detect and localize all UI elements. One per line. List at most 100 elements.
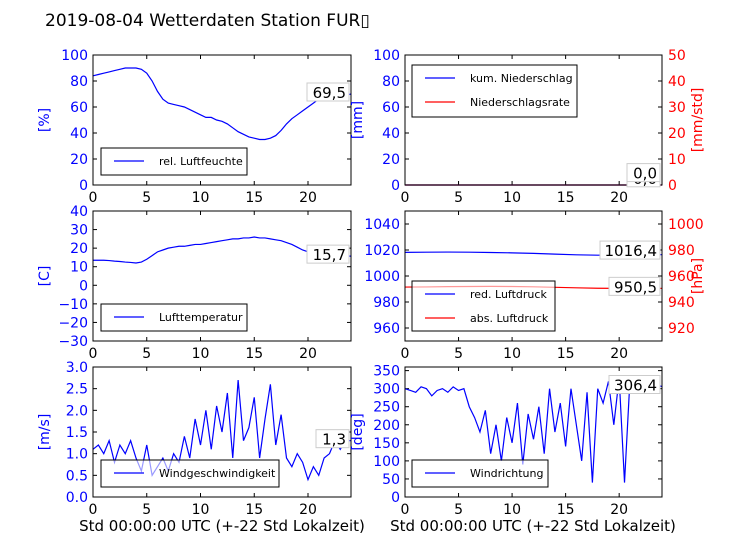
value-label-box	[306, 244, 350, 264]
y-tick-label: 960	[373, 321, 400, 337]
y-axis-label: [m/s]	[37, 414, 53, 451]
plot-frame	[404, 210, 663, 342]
y-tick-label: 0.5	[66, 468, 88, 484]
legend-box	[411, 459, 549, 488]
y-tick-label-right: 10	[668, 152, 686, 168]
panel-2: 0 5 10 15 20 0 20 40 60 80 100 0 10 20 30 40 50 [mm] [mm/s…	[350, 48, 706, 206]
value-label-2: 950,5	[614, 278, 657, 296]
y-tick-label-right: 920	[668, 321, 695, 337]
y-tick-label: 100	[61, 48, 88, 64]
panel-1: 0 5 10 15 20 0 20 40 60 80 100 [%] 69,5 rel. Luftfeuc…	[37, 48, 352, 206]
y-tick-label-right: 20	[668, 126, 686, 142]
plot-frame	[404, 366, 663, 498]
x-tick-label: 20	[610, 190, 628, 206]
x-tick-label: 15	[245, 502, 263, 518]
y-tick-label: 10	[70, 260, 88, 276]
x-tick-label: 5	[142, 190, 151, 206]
value-label-box	[315, 429, 350, 449]
legend-entry: Lufttemperatur	[159, 311, 243, 324]
y-tick-label: 1.0	[66, 447, 88, 463]
plot-frame	[92, 54, 352, 186]
x-tick-label: 0	[401, 190, 410, 206]
y-tick-label: 60	[382, 100, 400, 116]
y-axis-label-right: [hPa]	[690, 258, 706, 294]
x-tick-label: 15	[557, 190, 575, 206]
x-tick-label: 5	[454, 346, 463, 362]
y-tick-label: 300	[373, 382, 400, 398]
y-axis-label-right: [mm/std]	[690, 88, 706, 153]
x-tick-label: 15	[245, 190, 263, 206]
legend-box	[411, 280, 556, 332]
legend-entry: Niederschlagsrate	[470, 96, 570, 109]
y-tick-label: 20	[70, 241, 88, 257]
x-tick-label: 5	[454, 190, 463, 206]
legend-entry: abs. Luftdruck	[470, 312, 549, 325]
x-tick-label: 10	[503, 502, 521, 518]
y-tick-label: 200	[373, 418, 400, 434]
legend-entry: kum. Niederschlag	[470, 72, 573, 85]
legend-entry: Windgeschwindigkeit	[159, 467, 276, 480]
value-label-2-box	[626, 163, 661, 183]
plot-frame	[92, 366, 352, 498]
x-tick-label: 10	[503, 190, 521, 206]
y-tick-label: 50	[382, 472, 400, 488]
x-tick-label: 20	[299, 502, 317, 518]
value-label-2-box	[608, 276, 661, 296]
y-tick-label-right: 1000	[668, 217, 704, 233]
value-label: 306,4	[614, 377, 657, 395]
x-tick-label: 0	[89, 502, 98, 518]
y-tick-label: 0	[79, 278, 88, 294]
y-tick-label: 1020	[364, 243, 400, 259]
x-tick-label: 0	[401, 346, 410, 362]
x-tick-label: 10	[503, 346, 521, 362]
x-tick-label: 5	[454, 502, 463, 518]
plot-frame	[92, 210, 352, 342]
legend-box	[411, 64, 578, 118]
y-tick-label: 20	[70, 152, 88, 168]
y-axis-label: [deg]	[350, 413, 366, 450]
legend-entry: rel. Luftfeuchte	[159, 155, 243, 168]
y-tick-label: −20	[58, 315, 88, 331]
x-tick-label: 5	[142, 346, 151, 362]
y-tick-label-right: 30	[668, 100, 686, 116]
y-tick-label: 60	[70, 100, 88, 116]
x-tick-label: 0	[89, 190, 98, 206]
y-tick-label: 0	[391, 178, 400, 194]
y-tick-label-right: 40	[668, 74, 686, 90]
y-tick-label: 0	[391, 490, 400, 506]
y-tick-label: 1000	[364, 269, 400, 285]
chart-title: 2019-08-04 Wetterdaten Station FUR▯	[45, 11, 370, 31]
y-tick-label: 1040	[364, 217, 400, 233]
x-tick-label: 20	[299, 190, 317, 206]
y-tick-label-right: 980	[668, 243, 695, 259]
y-tick-label: −30	[58, 334, 88, 350]
y-tick-label: 0	[79, 178, 88, 194]
series-line-1	[92, 379, 351, 482]
x-tick-label: 0	[401, 502, 410, 518]
panel-3: 0 5 10 15 20 −30 −20 −10 0 10 20 30 40 [C] 15,7 Lufttem…	[37, 204, 352, 362]
x-tick-label: 10	[192, 190, 210, 206]
y-tick-label: 3.0	[66, 360, 88, 376]
y-tick-label: 250	[373, 400, 400, 416]
value-label: 69,5	[313, 84, 346, 102]
x-tick-label: 15	[245, 346, 263, 362]
y-tick-label: 100	[373, 454, 400, 470]
y-tick-label: 80	[382, 74, 400, 90]
x-axis-label-right: Std 00:00:00 UTC (+-22 Std Lokalzeit)	[390, 517, 676, 535]
x-tick-label: 10	[192, 346, 210, 362]
y-tick-label: 150	[373, 436, 400, 452]
plot-frame	[404, 54, 663, 186]
legend-box	[100, 459, 280, 488]
y-axis-label: [%]	[37, 108, 53, 132]
value-label-box	[306, 82, 350, 102]
value-label: 1,3	[322, 431, 346, 449]
y-tick-label: 40	[382, 126, 400, 142]
y-tick-label: 350	[373, 364, 400, 380]
x-tick-label: 10	[192, 502, 210, 518]
series-line-1	[92, 67, 352, 141]
panel-6: 0 5 10 15 20050100150200250300350[deg]306,4W…	[350, 364, 663, 518]
value-label: 15,7	[313, 246, 346, 264]
value-label: 1016,4	[605, 242, 658, 260]
y-tick-label-right: 940	[668, 295, 695, 311]
legend-entry: Windrichtung	[470, 467, 543, 480]
